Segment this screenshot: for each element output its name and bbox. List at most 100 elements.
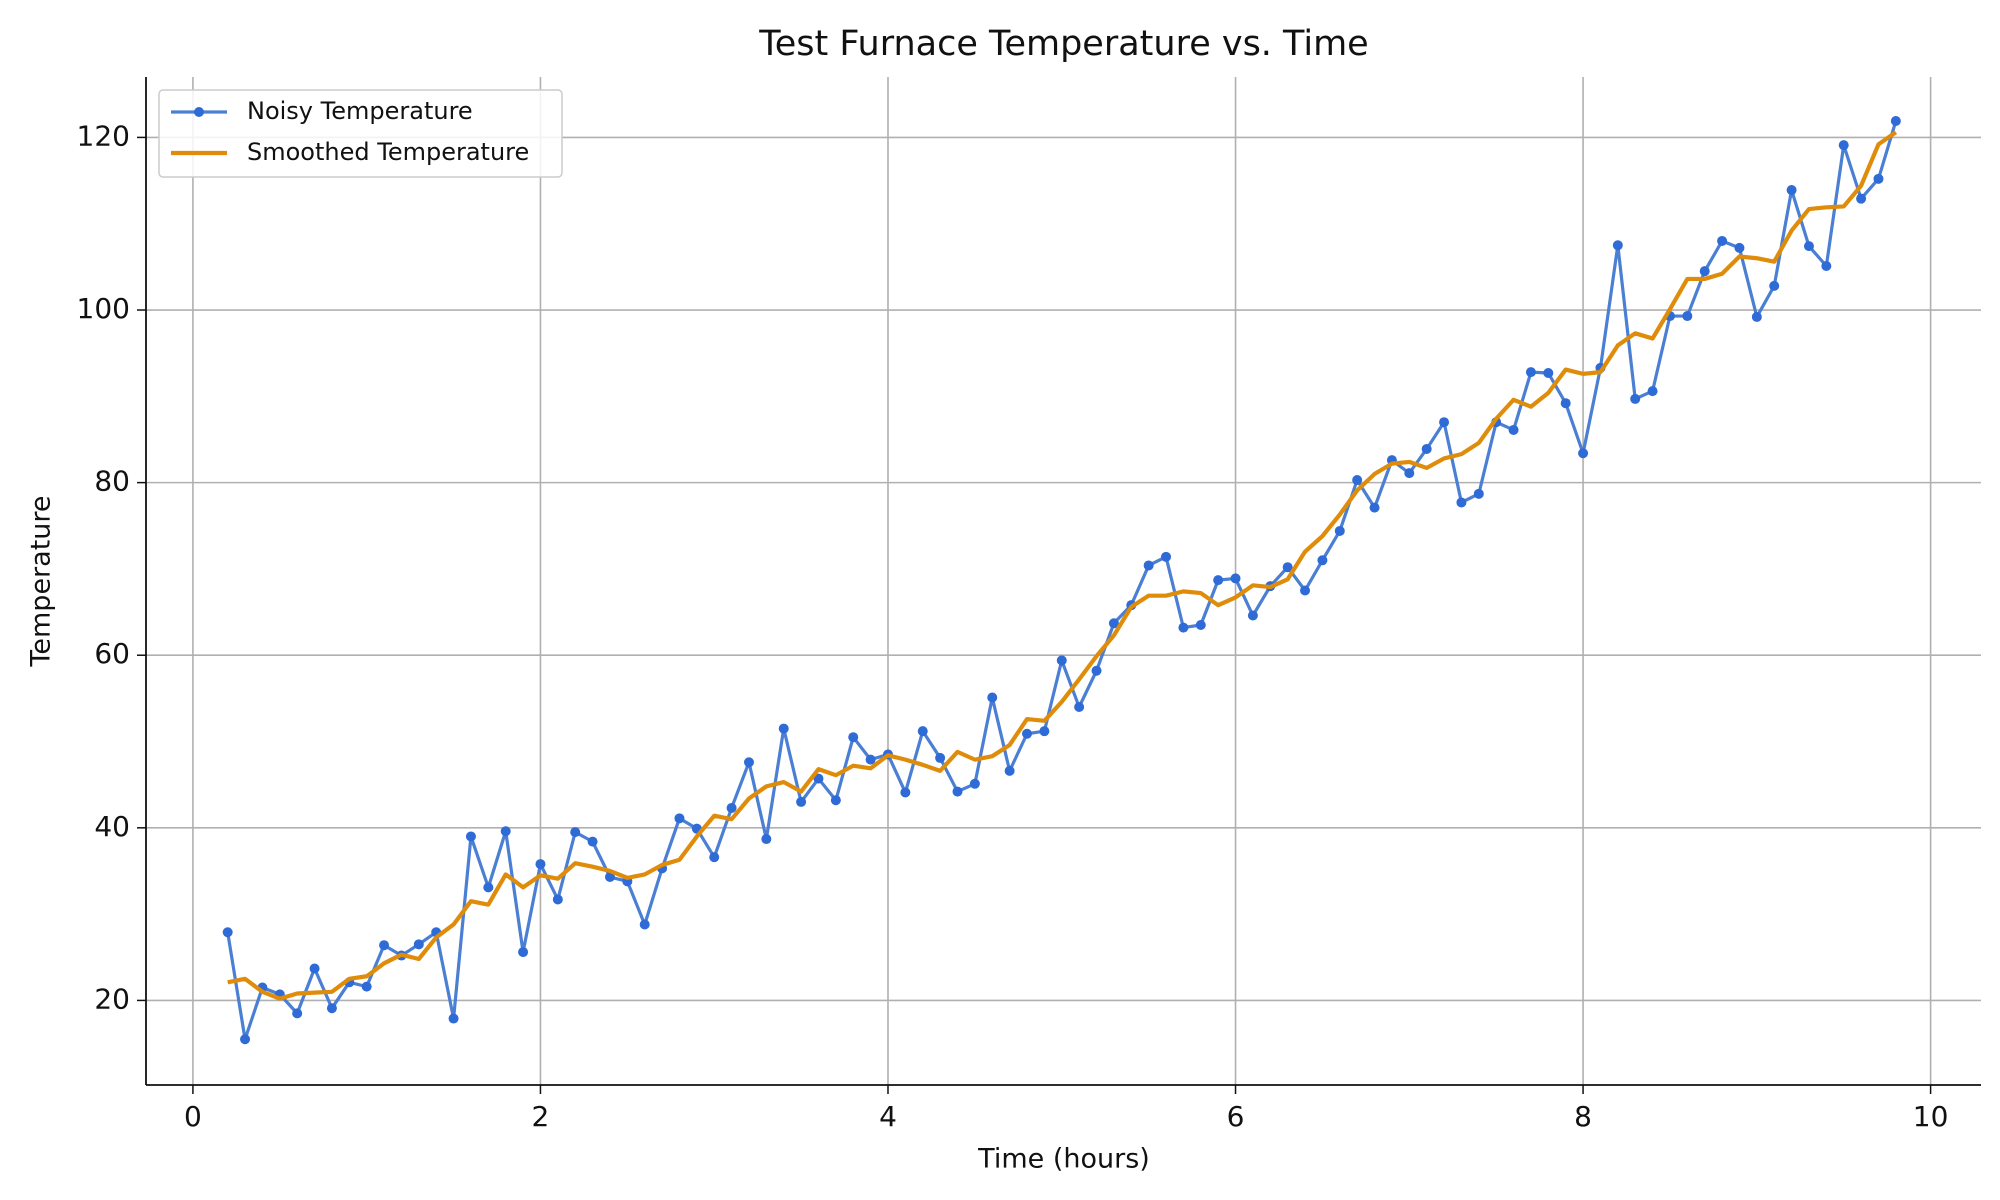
legend-label: Smoothed Temperature [247,138,529,166]
data-point [1473,488,1484,499]
data-point [743,757,754,768]
data-point [1091,665,1102,676]
data-point [1247,610,1258,621]
data-point [1022,728,1033,739]
data-point [1856,193,1867,204]
data-point [1456,497,1467,508]
data-point [865,754,876,765]
data-point [639,919,650,930]
data-point [1039,726,1050,737]
data-point [1578,448,1589,459]
data-point [709,852,720,863]
y-tick-label: 80 [94,465,130,498]
data-point [1786,185,1797,196]
data-point [1543,368,1554,379]
data-point [535,859,546,870]
data-point [1421,443,1432,454]
data-point [448,1013,459,1024]
data-point [500,826,511,837]
data-point [1525,367,1536,378]
data-point [1630,393,1641,404]
data-point [935,752,946,763]
data-point [1300,585,1311,596]
data-point [1751,311,1762,322]
data-point [1560,398,1571,409]
data-point [900,787,911,798]
data-point [1717,235,1728,246]
data-point [987,692,998,703]
x-tick-label: 8 [1574,1100,1592,1133]
data-point [1074,702,1085,712]
data-point [1769,280,1780,291]
data-point [1334,525,1345,536]
data-point [292,1008,303,1019]
data-point [1004,765,1015,776]
x-axis-label: Time (hours) [977,1144,1150,1175]
legend-label: Noisy Temperature [247,97,473,125]
data-point [952,786,963,797]
y-tick-label: 60 [94,637,130,670]
data-point [309,963,320,974]
data-point [1143,560,1154,571]
data-point [326,1003,337,1014]
x-tick-label: 4 [879,1100,897,1133]
data-point [1404,468,1415,479]
y-tick-label: 100 [77,292,130,325]
data-point [518,947,529,958]
data-point [1838,140,1849,151]
x-tick-label: 10 [1913,1100,1949,1133]
data-point [552,894,563,905]
data-point [1178,622,1189,633]
data-point [778,723,789,734]
y-axis-label: Temperature [26,495,57,667]
data-point [1352,475,1363,486]
chart-title: Test Furnace Temperature vs. Time [758,24,1368,64]
data-point [1821,261,1832,271]
data-point [1213,575,1224,586]
data-point [726,802,737,813]
data-point [848,732,859,743]
data-point [1803,241,1814,252]
data-point [1612,240,1623,251]
data-point [222,927,233,938]
data-point [483,882,494,893]
data-point [1682,311,1693,322]
data-point [1369,502,1380,513]
data-point [1056,655,1067,666]
data-point [604,872,615,883]
data-point [1439,417,1450,428]
data-point [379,940,390,951]
data-point [1317,555,1328,566]
y-tick-label: 120 [77,119,130,152]
x-tick-label: 6 [1227,1100,1245,1133]
data-point [570,827,581,838]
legend-box [158,89,563,178]
data-point [1873,173,1884,184]
data-point [1230,573,1241,584]
data-point [813,773,824,784]
y-tick-label: 20 [94,982,130,1015]
data-point [1890,116,1901,127]
data-point [413,939,424,950]
data-point [361,981,372,992]
data-point [796,796,807,807]
data-point [1647,386,1658,397]
data-point [1195,620,1206,631]
legend-marker [194,107,204,117]
data-point [1508,424,1519,435]
data-point [761,834,772,845]
series-line [227,130,1898,1001]
data-point [1108,618,1119,629]
data-point [240,1034,251,1045]
y-tick-label: 40 [94,810,130,843]
x-tick-label: 2 [532,1100,550,1133]
data-point [969,778,980,789]
data-point [1734,242,1745,253]
data-point [465,831,476,842]
data-point [917,726,928,737]
data-point [1161,551,1172,562]
x-tick-label: 0 [184,1100,202,1133]
